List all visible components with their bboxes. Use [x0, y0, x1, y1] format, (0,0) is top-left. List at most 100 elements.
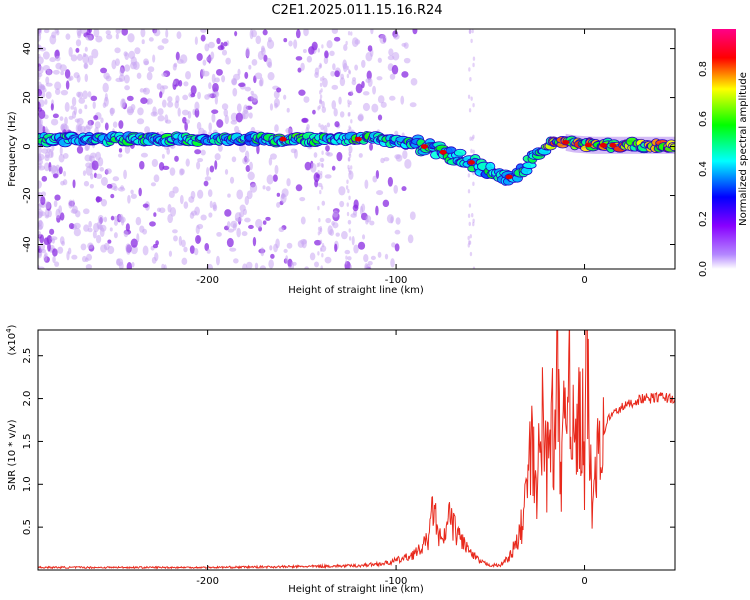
spectrogram-speckle [244, 86, 252, 92]
spectrogram-speckle [353, 199, 359, 209]
spectrogram-speckle [326, 40, 333, 49]
spectrogram-speckle [341, 231, 348, 240]
spectrogram-speckle [349, 170, 352, 175]
spectrogram-speckle [91, 48, 99, 59]
spectrogram-speckle [380, 101, 387, 108]
spectrogram-speckle [84, 257, 89, 263]
spectrogram-speckle [97, 214, 104, 224]
spectrogram-speckle [355, 83, 363, 94]
spectrogram-speckle [141, 39, 145, 45]
spectrogram-speckle [46, 69, 52, 76]
y-tick-label: 2.5 [22, 348, 33, 364]
spectrogram-speckle [152, 106, 157, 116]
spectrogram-speckle [468, 67, 471, 72]
spectrogram-speckle [391, 64, 399, 75]
spectrogram-speckle [471, 29, 474, 34]
spectrogram-speckle [100, 176, 108, 186]
spectrogram-speckle [221, 49, 228, 56]
spectrogram-speckle [319, 239, 323, 245]
spectrogram-speckle [300, 216, 306, 225]
y-tick-label: 2.0 [22, 391, 33, 407]
spectrogram-speckle [107, 239, 112, 244]
spectrogram-speckle [468, 29, 472, 35]
spectrogram-speckle [357, 113, 364, 122]
spectrogram-speckle [82, 208, 90, 215]
spectrogram-speckle [70, 208, 78, 214]
spectrogram-speckle [361, 81, 365, 89]
spectrogram-speckle [203, 180, 209, 187]
spectrogram-speckle [384, 253, 389, 260]
spectrogram-speckle [103, 216, 108, 223]
spectrogram-speckle [125, 223, 130, 232]
spectrogram-speckle [297, 67, 302, 73]
y-tick-label: 0.5 [22, 519, 33, 535]
spectrogram-speckle [300, 238, 308, 245]
spectrogram-speckle [339, 200, 345, 208]
spectrogram-speckle [213, 90, 220, 98]
spectrogram-speckle [372, 85, 377, 95]
spectrogram-speckle [317, 231, 321, 236]
spectrogram-speckle [224, 209, 232, 217]
spectrogram-speckle [100, 199, 108, 207]
spectrogram-speckle [158, 161, 165, 171]
spectrogram-speckle [42, 64, 50, 71]
spectrogram-speckle [377, 57, 382, 63]
spectrogram-speckle [375, 205, 379, 216]
spectrogram-speckle [121, 98, 126, 108]
spectrogram-speckle [212, 201, 217, 210]
spectrogram-speckle [467, 189, 471, 194]
spectrogram-speckle [391, 242, 396, 248]
spectrogram-speckle [235, 112, 243, 123]
spectrogram-speckle [262, 185, 266, 190]
spectrogram-speckle [121, 29, 128, 36]
spectrogram-speckle [346, 179, 349, 184]
spectrogram-speckle [103, 72, 110, 80]
spectrogram-speckle [164, 114, 169, 124]
spectrogram-speckle [117, 153, 123, 158]
spectrogram-speckle [295, 29, 301, 39]
spectrogram-speckle [249, 161, 253, 171]
spectrogram-speckle [126, 106, 134, 116]
spectrogram-speckle [140, 152, 148, 158]
spectrogram-speckle [226, 237, 234, 248]
spectrogram-speckle [53, 200, 58, 208]
spectrogram-speckle [209, 200, 213, 209]
spectrogram-speckle [88, 155, 93, 162]
spectrogram-speckle [207, 189, 213, 197]
spectrogram-speckle [339, 77, 346, 87]
spectrogram-speckle [301, 118, 308, 123]
spectrogram-speckle [38, 44, 42, 51]
y-tick-label: 1.0 [22, 476, 33, 492]
spectrogram-speckle [248, 224, 254, 230]
spectrogram-speckle [196, 121, 202, 130]
spectrogram-speckle [59, 64, 67, 72]
spectrogram-speckle [260, 247, 265, 257]
spectrogram-speckle [343, 44, 348, 52]
spectrogram-speckle [369, 143, 373, 151]
spectrogram-speckle [190, 93, 196, 98]
spectrogram-speckle [167, 96, 173, 103]
spectrogram-speckle [255, 35, 262, 45]
spectrogram-speckle [348, 236, 352, 241]
spectrogram-speckle [179, 194, 184, 205]
spectrogram-speckle [130, 189, 134, 195]
spectrogram-speckle [259, 77, 264, 87]
spectrogram-speckle [38, 203, 42, 210]
spectrogram-speckle [332, 222, 339, 229]
spectrogram-speckle [142, 228, 148, 235]
spectrogram-speckle [231, 77, 237, 85]
spectrogram-speckle [105, 168, 112, 175]
y-tick-label: 0 [22, 143, 33, 149]
spectrogram-speckle [211, 113, 216, 123]
spectrogram-speckle [90, 95, 98, 102]
spectrogram-heatmap [38, 29, 675, 269]
spectrogram-speckle [99, 167, 104, 172]
spectrogram-speckle [468, 221, 471, 227]
spectrogram-speckle [232, 87, 238, 97]
spectrogram-speckle [58, 205, 63, 214]
spectrogram-speckle [76, 145, 84, 154]
spectrogram-speckle [256, 144, 260, 155]
spectrogram-speckle [59, 145, 63, 156]
spectrogram-speckle [319, 94, 323, 99]
